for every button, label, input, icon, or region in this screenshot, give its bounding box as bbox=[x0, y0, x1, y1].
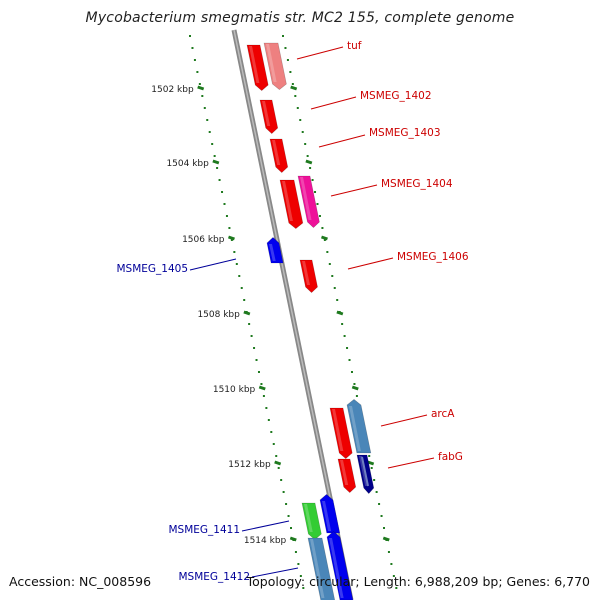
gene-label: fabG bbox=[438, 451, 463, 463]
gene-label: tuf bbox=[347, 40, 362, 52]
gene-label: arcA bbox=[431, 408, 455, 420]
gene-msmeg-1412 bbox=[307, 537, 336, 600]
gene-msmeg-1403 bbox=[269, 138, 289, 174]
gene-fabg bbox=[337, 458, 357, 494]
gene-msmeg-1405 bbox=[266, 236, 284, 264]
gene-msmeg-1404-2 bbox=[297, 175, 320, 229]
leader-line bbox=[347, 257, 394, 270]
tick-mark bbox=[258, 385, 266, 391]
gene-tuf bbox=[246, 44, 269, 91]
topology-text: Topology: circular; Length: 6,988,209 bp… bbox=[246, 574, 590, 589]
gene-label: MSMEG_1405 bbox=[116, 263, 188, 275]
tick-mark bbox=[243, 310, 251, 316]
gene-label: MSMEG_1403 bbox=[369, 127, 441, 139]
tick-mark bbox=[274, 460, 282, 466]
leader-line bbox=[189, 258, 237, 271]
genome-title: Mycobacterium smegmatis str. MC2 155, co… bbox=[85, 10, 515, 26]
gene-msmeg-1411 bbox=[301, 502, 322, 540]
gene-label: MSMEG_1412 bbox=[178, 571, 250, 583]
tick-mark bbox=[197, 85, 205, 91]
genes bbox=[246, 42, 375, 600]
gene-arca bbox=[329, 407, 353, 459]
leader-line bbox=[380, 414, 428, 427]
gene-labels: tuf MSMEG_1402 MSMEG_1403 MSMEG_1404 MSMEG_1… bbox=[116, 40, 468, 583]
gene-label: MSMEG_1404 bbox=[381, 178, 453, 190]
tick-label: 1506 kbp bbox=[182, 235, 225, 245]
tick-label: 1504 kbp bbox=[166, 159, 209, 169]
accession-text: Accession: NC_008596 bbox=[9, 574, 152, 589]
tick-label: 1514 kbp bbox=[244, 536, 287, 546]
leader-line bbox=[318, 134, 366, 148]
tick-mark bbox=[289, 536, 297, 542]
gene-msmeg-1406 bbox=[299, 259, 318, 294]
tick-mark bbox=[227, 235, 235, 241]
gene-label: MSMEG_1411 bbox=[168, 524, 240, 536]
gene-msmeg-1412-2 bbox=[326, 531, 354, 600]
gene-msmeg-1402 bbox=[259, 99, 279, 135]
kbp-ticks: 1502 kbp 1504 kbp 1506 kbp 1508 kbp 1510 kbp… bbox=[151, 85, 390, 546]
gene-tuf-2 bbox=[263, 42, 287, 90]
leader-line bbox=[296, 46, 344, 60]
leader-line bbox=[330, 184, 378, 197]
tick-label: 1510 kbp bbox=[213, 385, 256, 395]
tick-label: 1512 kbp bbox=[228, 460, 271, 470]
tick-label: 1508 kbp bbox=[197, 310, 240, 320]
leader-line bbox=[251, 567, 299, 578]
gene-label: MSMEG_1402 bbox=[360, 90, 432, 102]
leader-line bbox=[241, 520, 290, 532]
tick-mark bbox=[212, 159, 220, 165]
tick-label: 1502 kbp bbox=[151, 85, 194, 95]
leader-line bbox=[310, 96, 357, 110]
gene-arca-2 bbox=[346, 399, 372, 454]
leader-line bbox=[387, 457, 435, 469]
gene-msmeg-1404 bbox=[279, 179, 304, 229]
gene-label: MSMEG_1406 bbox=[397, 251, 469, 263]
